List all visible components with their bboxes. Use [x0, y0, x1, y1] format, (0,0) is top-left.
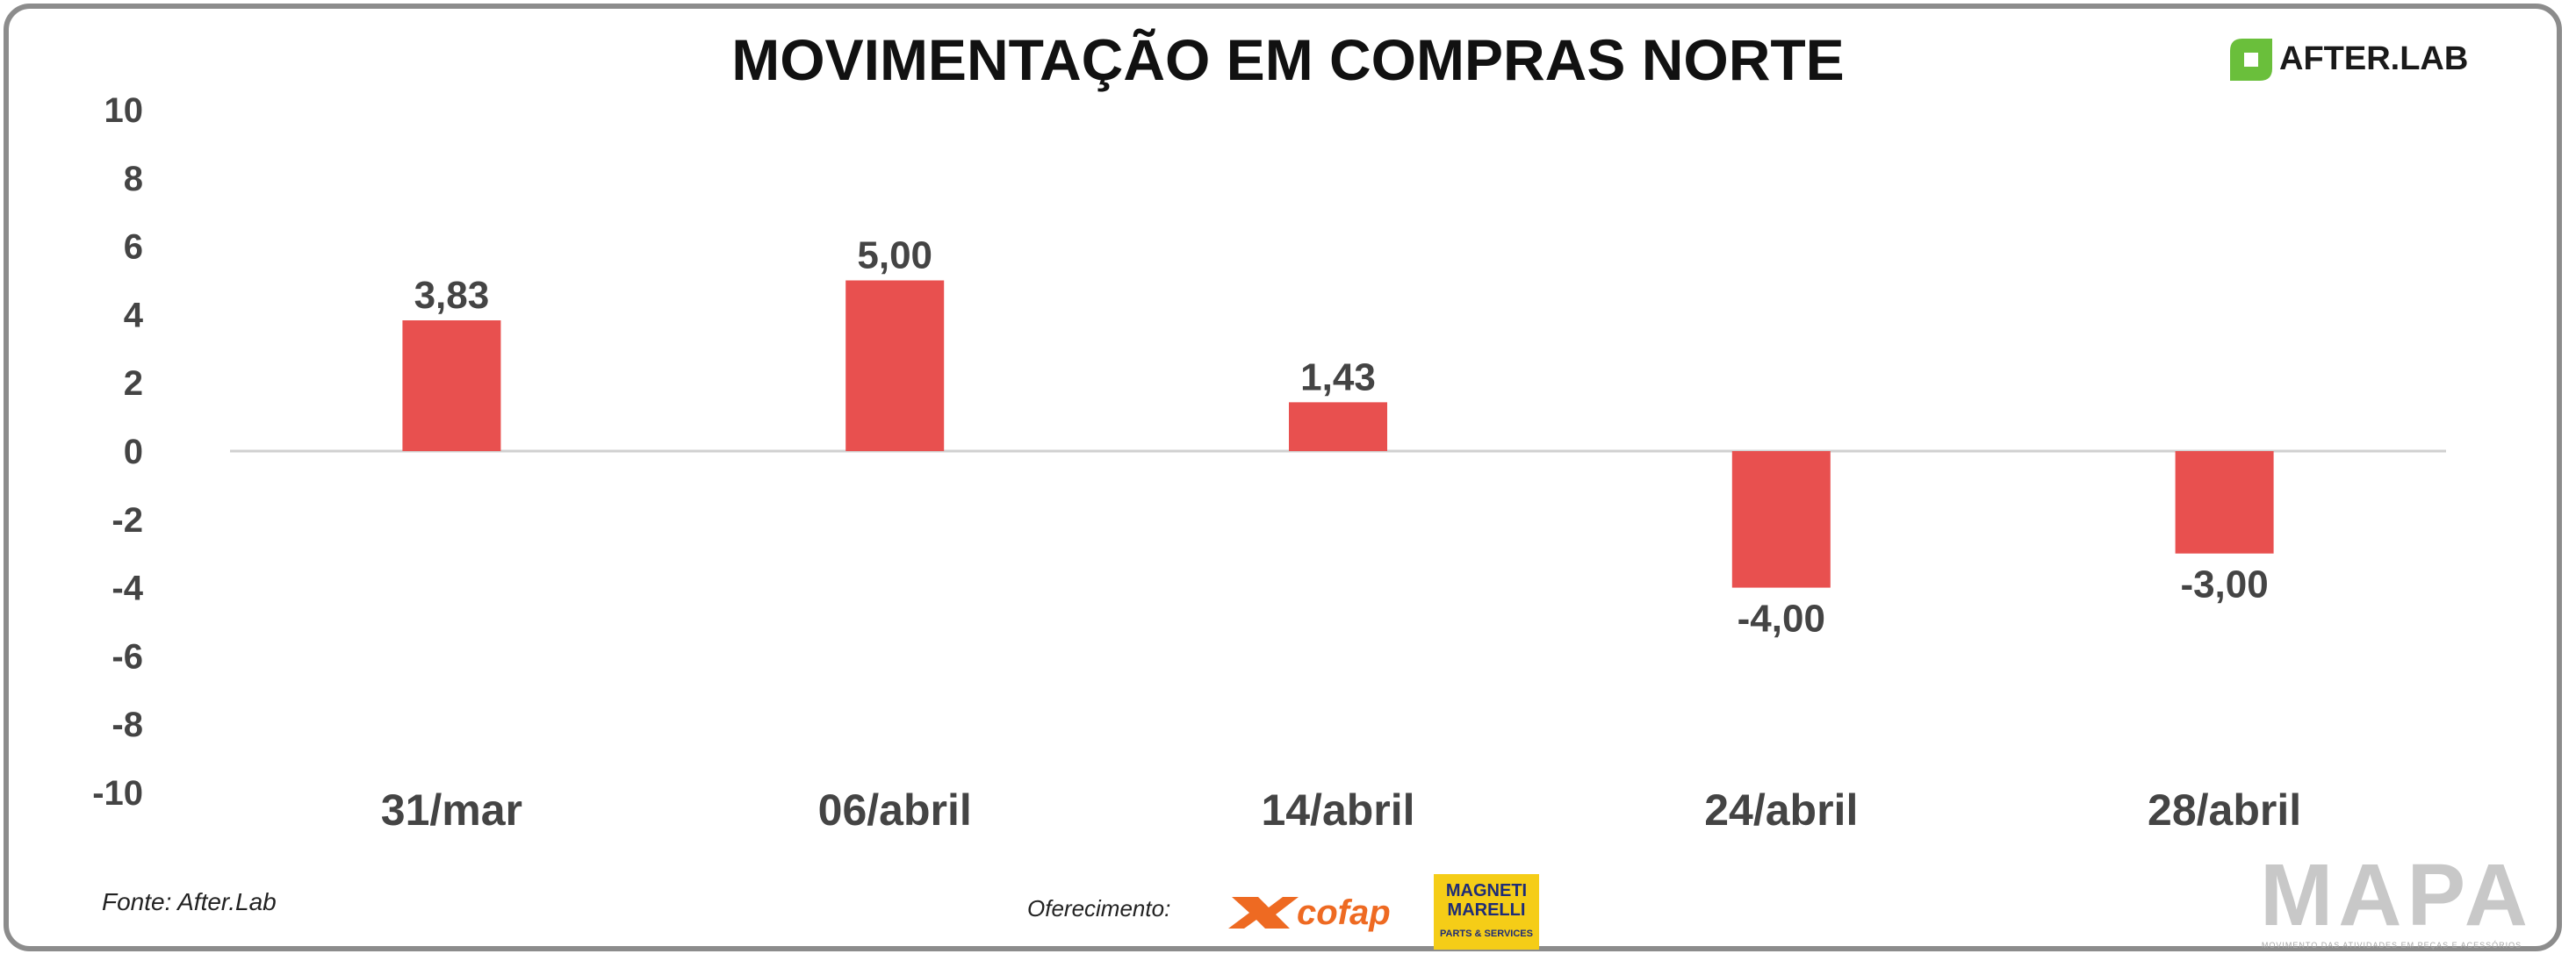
bar — [1731, 451, 1831, 588]
y-tick-label: 4 — [124, 296, 144, 334]
chart-title: MOVIMENTAÇÃO EM COMPRAS NORTE — [731, 27, 1845, 92]
mapa-logo: MAPA MOVIMENTO DAS ATIVIDADES EM PEÇAS E… — [2260, 846, 2534, 950]
bar — [845, 280, 945, 451]
y-tick-label: 10 — [104, 91, 144, 130]
y-tick-label: 6 — [124, 228, 143, 267]
y-tick-label: 8 — [124, 160, 143, 198]
x-tick-label: 14/abril — [1261, 785, 1414, 835]
afterlab-wordmark: AFTER.LAB — [2279, 40, 2469, 77]
magneti-marelli-logo: MAGNETI MARELLI PARTS & SERVICES — [1434, 874, 1539, 950]
data-label: -4,00 — [1738, 598, 1825, 641]
bar — [2175, 451, 2274, 554]
mapa-tagline: MOVIMENTO DAS ATIVIDADES EM PEÇAS E ACES… — [2261, 941, 2522, 950]
magneti-subtitle: PARTS & SERVICES — [1440, 929, 1533, 939]
bar — [402, 320, 501, 451]
y-tick-label: -4 — [112, 570, 143, 608]
data-label: 1,43 — [1300, 355, 1376, 398]
source-note: Fonte: After.Lab — [102, 888, 277, 915]
mapa-wordmark: MAPA — [2260, 846, 2534, 944]
data-label: 5,00 — [857, 234, 932, 277]
bar — [1289, 402, 1387, 451]
y-tick-label: -10 — [92, 774, 143, 813]
data-label: -3,00 — [2180, 563, 2268, 606]
cofap-logo: cofap — [1228, 893, 1391, 932]
y-tick-label: 2 — [124, 364, 143, 403]
sponsor-label: Oferecimento: — [1027, 895, 1171, 922]
x-tick-label: 28/abril — [2148, 785, 2301, 835]
y-tick-label: -6 — [112, 637, 143, 676]
x-tick-label: 06/abril — [818, 785, 972, 835]
cofap-x-icon — [1228, 897, 1299, 929]
y-tick-label: -8 — [112, 706, 143, 744]
y-tick-label: -2 — [112, 501, 143, 540]
chart-frame — [4, 4, 2562, 951]
data-label: 3,83 — [414, 274, 490, 317]
afterlab-logo: AFTER.LAB — [2225, 33, 2488, 86]
y-tick-label: 0 — [124, 433, 143, 471]
x-tick-label: 31/mar — [381, 785, 522, 835]
cofap-wordmark: cofap — [1297, 893, 1391, 932]
afterlab-leaf-icon — [2230, 39, 2272, 81]
x-tick-label: 24/abril — [1704, 785, 1858, 835]
magneti-wordmark: MAGNETI MARELLI — [1445, 881, 1528, 920]
